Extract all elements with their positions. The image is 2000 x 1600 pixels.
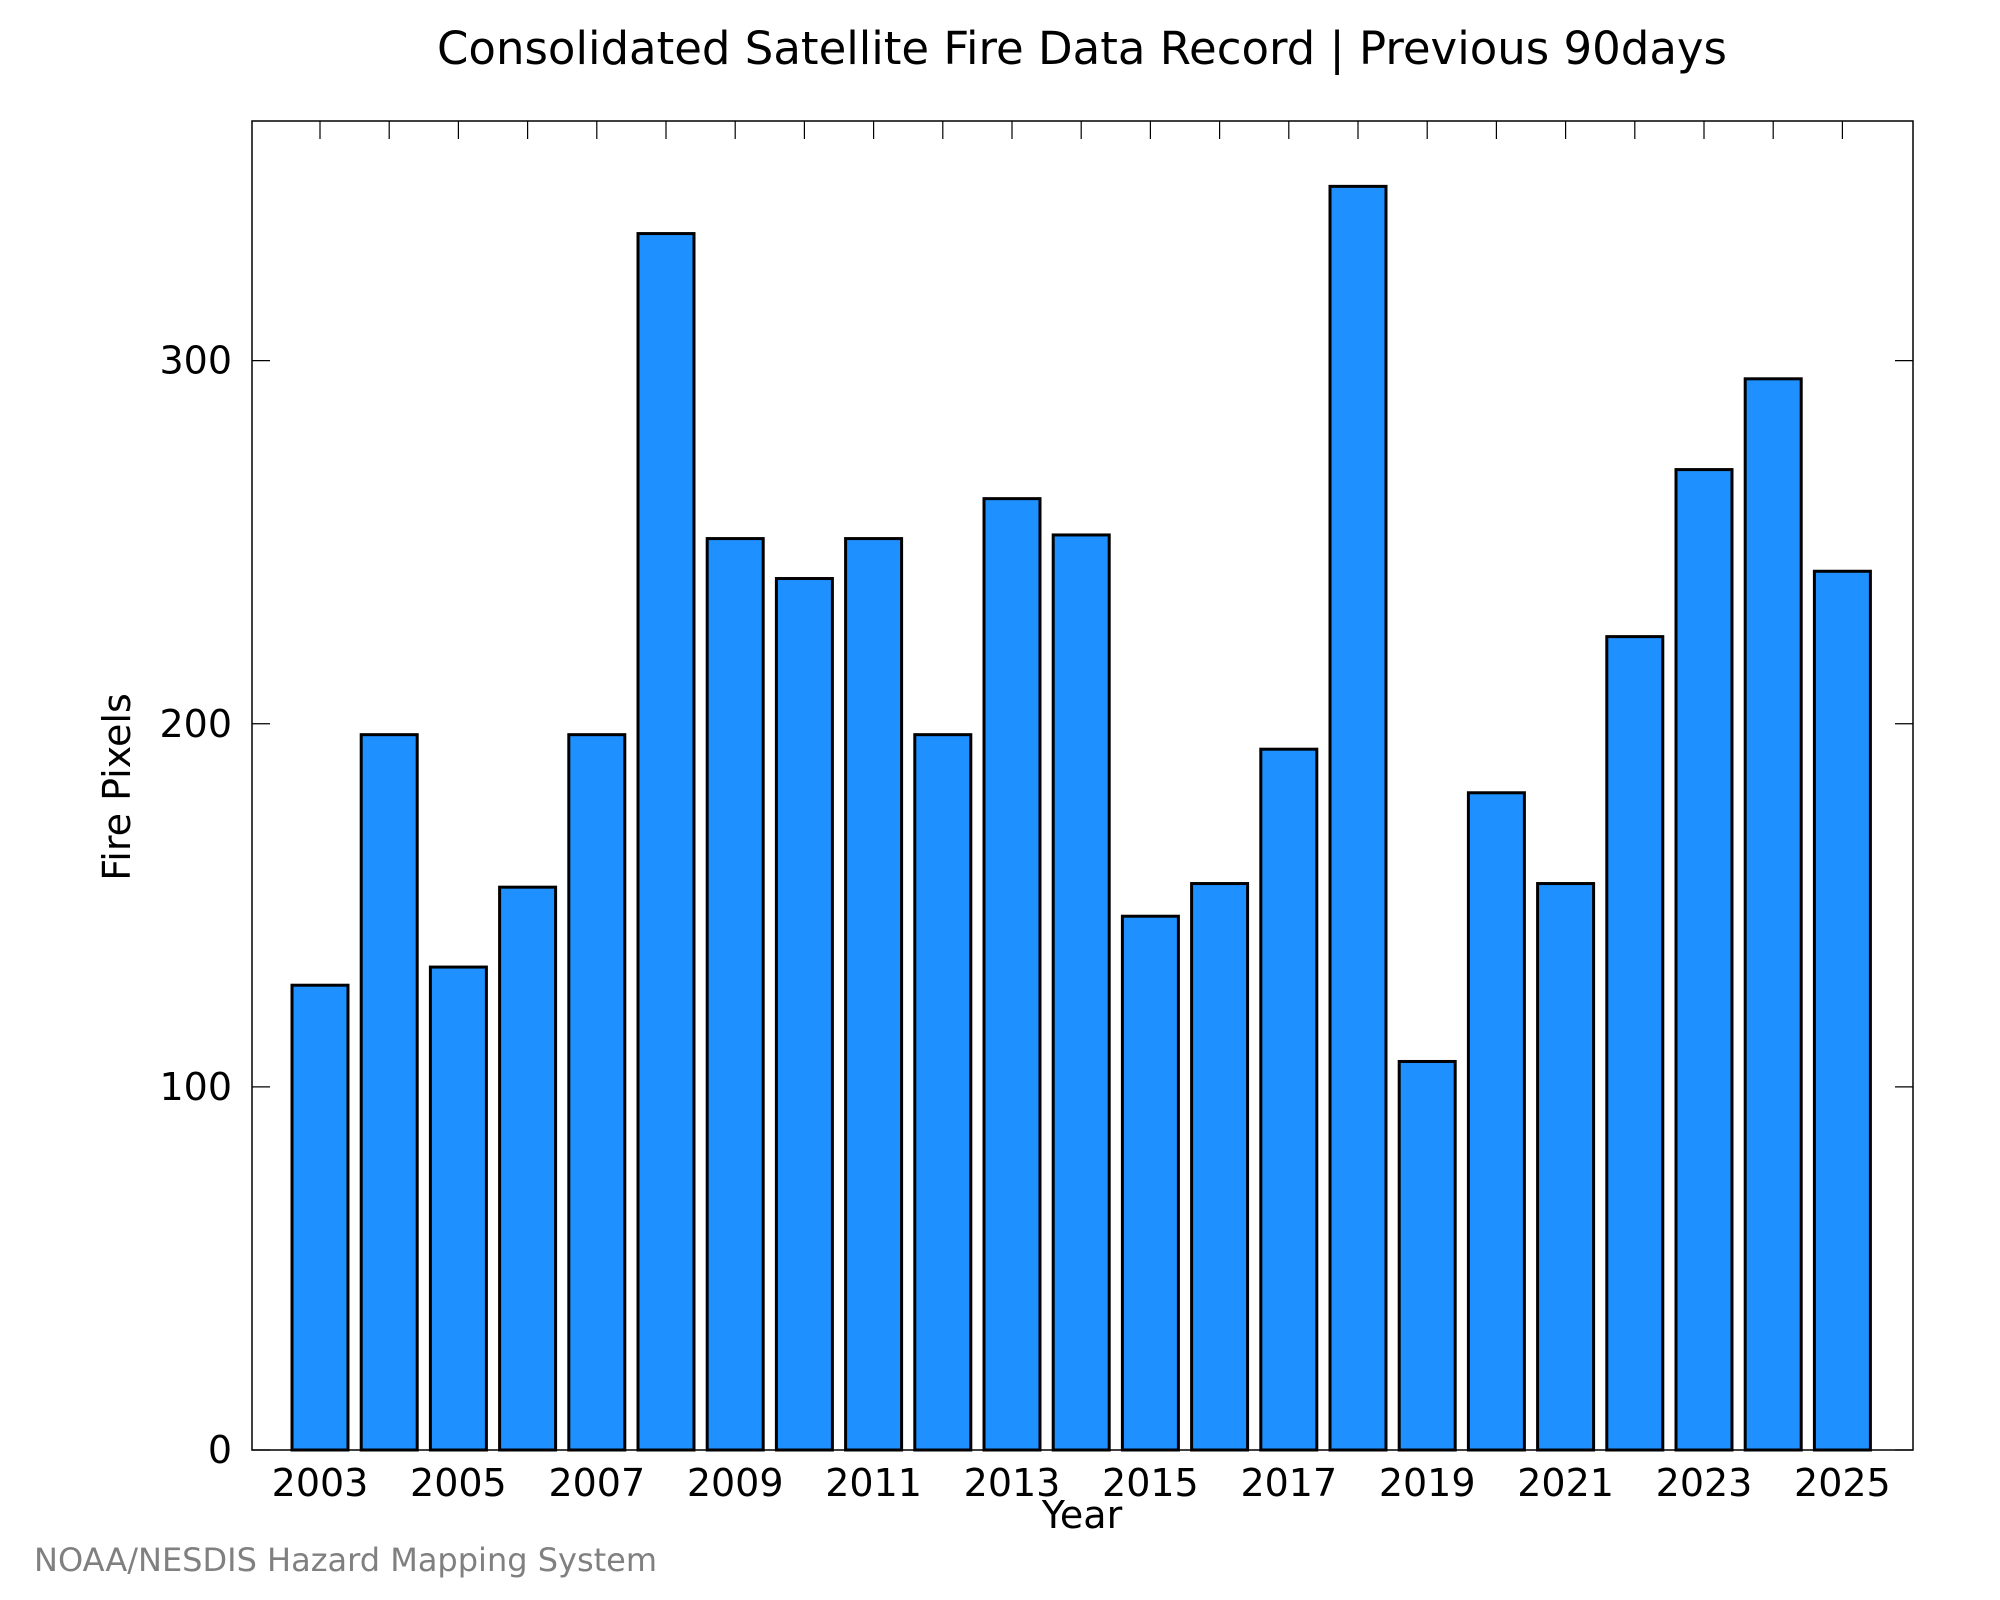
bar-2016 (1190, 882, 1250, 1452)
y-axis: 0 100 200 300 (159, 339, 1913, 1472)
bar-2015 (1120, 914, 1180, 1452)
bar-2019 (1397, 1059, 1457, 1452)
bar-2007 (567, 733, 627, 1452)
x-axis: 2003 2005 2007 2009 2011 2013 2015 2017 2019 2021… (272, 121, 1891, 1505)
bar-2011 (844, 537, 904, 1452)
bar-2008 (636, 232, 696, 1452)
bar-2018 (1328, 184, 1388, 1452)
x-tick-label: 2005 (410, 1461, 507, 1505)
x-tick-label: 2023 (1656, 1461, 1753, 1505)
credit-text: NOAA/NESDIS Hazard Mapping System (34, 1541, 657, 1579)
x-tick-label: 2021 (1517, 1461, 1614, 1505)
x-tick-label: 2013 (964, 1461, 1061, 1505)
x-tick-label: 2015 (1102, 1461, 1199, 1505)
x-axis-label: Year (1041, 1493, 1123, 1537)
bar-2009 (705, 537, 765, 1452)
x-tick-label: 2025 (1794, 1461, 1891, 1505)
y-tick-label: 0 (208, 1428, 232, 1472)
x-tick-label: 2011 (825, 1461, 922, 1505)
y-tick-label: 200 (159, 702, 232, 746)
y-tick-label: 100 (159, 1065, 232, 1109)
y-tick-label: 300 (159, 339, 232, 383)
bar-2012 (913, 733, 973, 1452)
bar-2025 (1812, 569, 1872, 1452)
bar-2020 (1466, 791, 1526, 1452)
bar-2017 (1259, 747, 1319, 1452)
bar-2006 (498, 885, 558, 1452)
x-tick-label: 2017 (1240, 1461, 1337, 1505)
bar-2005 (428, 965, 488, 1452)
bar-2010 (774, 577, 834, 1452)
x-tick-label: 2007 (548, 1461, 645, 1505)
x-tick-label: 2003 (272, 1461, 369, 1505)
bar-2024 (1743, 377, 1803, 1452)
x-tick-label: 2009 (687, 1461, 784, 1505)
bar-2013 (982, 497, 1042, 1452)
bar-series (290, 184, 1872, 1452)
bar-2022 (1605, 635, 1665, 1452)
x-tick-label: 2019 (1379, 1461, 1476, 1505)
bar-2023 (1674, 468, 1734, 1452)
bar-2021 (1536, 882, 1596, 1452)
bar-2004 (359, 733, 419, 1452)
chart-title: Consolidated Satellite Fire Data Record … (437, 22, 1727, 75)
bar-2003 (290, 983, 350, 1452)
plot-frame (251, 120, 1914, 1451)
y-axis-label: Fire Pixels (95, 693, 139, 881)
bar-2014 (1051, 533, 1111, 1452)
